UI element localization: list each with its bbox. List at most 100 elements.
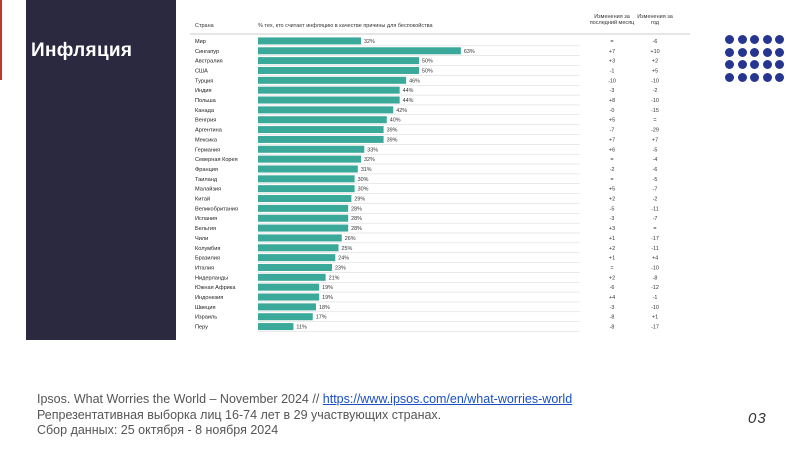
change-month-value: -7 [610, 128, 615, 134]
bar [258, 66, 419, 74]
decorative-dot [750, 72, 759, 82]
title-panel: Инфляция [0, 0, 176, 340]
source-link[interactable]: https://www.ipsos.com/en/what-worries-wo… [322, 392, 573, 406]
change-year-value: -6 [653, 39, 658, 45]
change-year-value: +1 [652, 315, 658, 321]
value-label: 17% [316, 315, 327, 321]
slide-title: Инфляция [31, 40, 133, 61]
change-year-value: +4 [652, 256, 658, 262]
change-year-value: -15 [651, 108, 659, 114]
value-label: 18% [319, 305, 330, 311]
category-label: Индонезия [195, 295, 223, 301]
change-month-value: -6 [610, 285, 615, 291]
footer-source: Ipsos. What Worries the World – November… [37, 392, 572, 408]
decorative-dot [762, 35, 772, 44]
value-label: 26% [345, 236, 356, 242]
change-month-value: +5 [609, 118, 615, 124]
bar [258, 106, 394, 114]
bar [258, 96, 400, 104]
change-month-value: = [610, 265, 613, 271]
value-label: 28% [351, 226, 362, 232]
change-year-value: -11 [651, 206, 658, 212]
change-year-value: -5 [653, 177, 658, 183]
change-month-value: +5 [609, 187, 615, 193]
value-label: 50% [422, 68, 433, 74]
bar [258, 323, 294, 331]
change-month-value: +3 [609, 59, 615, 65]
header-change-month: Изменения за последний месяц [589, 14, 635, 26]
category-label: Мексика [195, 137, 218, 143]
category-label: Таиланд [195, 177, 218, 183]
change-year-value: -2 [653, 88, 658, 94]
change-year-value: = [653, 226, 656, 232]
change-year-value: +2 [652, 59, 658, 65]
category-label: Аргентина [195, 128, 223, 134]
change-year-value: -2 [653, 197, 658, 203]
bar [258, 37, 362, 45]
value-label: 44% [403, 98, 414, 104]
category-label: Нидерланды [195, 275, 228, 281]
value-label: 23% [335, 265, 346, 271]
change-month-value: +2 [609, 246, 615, 252]
bar [258, 303, 316, 311]
decorative-dot [762, 60, 772, 69]
value-label: 33% [367, 147, 378, 153]
category-label: Сингапур [195, 49, 219, 55]
change-year-value: -11 [651, 246, 658, 252]
decorative-dot [737, 60, 747, 69]
bar [258, 263, 333, 271]
header-change-year: Изменения за год [637, 14, 673, 26]
value-label: 32% [364, 157, 375, 163]
bar [258, 224, 349, 232]
change-month-value: +3 [609, 226, 615, 232]
value-label: 30% [358, 177, 369, 183]
change-year-value: -10 [651, 265, 659, 271]
value-label: 39% [387, 128, 398, 134]
category-label: Бельгия [195, 226, 216, 232]
change-month-value: -3 [610, 88, 615, 94]
footer-sample: Репрезентативная выборка лиц 16-74 лет в… [37, 407, 442, 422]
change-month-value: -1 [610, 68, 615, 74]
change-month-value: = [610, 157, 613, 163]
bar [258, 185, 355, 193]
decorative-dot [725, 60, 734, 69]
decorative-dot [775, 72, 784, 82]
bar [258, 204, 349, 212]
decorative-dot [762, 47, 772, 57]
decorative-dot [750, 35, 759, 44]
change-year-value: -6 [653, 167, 658, 173]
decorative-dot [737, 47, 747, 57]
header-value: % тех, кто считает инфляцию в качестве п… [258, 23, 433, 29]
change-month-value: = [610, 177, 613, 183]
change-year-value: +7 [652, 137, 658, 143]
bar [258, 126, 384, 134]
change-month-value: -0 [610, 108, 615, 114]
bar [258, 234, 342, 242]
category-label: Испания [195, 216, 217, 222]
change-year-value: -10 [651, 305, 659, 311]
decorative-dot [762, 72, 772, 82]
category-label: Турция [195, 78, 213, 84]
category-label: Индия [195, 88, 212, 94]
category-label: Перу [195, 325, 208, 331]
change-month-value: -8 [610, 315, 615, 321]
change-month-value: +2 [609, 197, 615, 203]
change-year-value: -10 [651, 78, 659, 84]
category-label: Китай [195, 196, 210, 203]
value-label: 31% [361, 167, 372, 173]
change-month-value: +1 [609, 236, 615, 242]
change-month-value: = [610, 39, 613, 45]
bar [258, 145, 365, 153]
decorative-dots [725, 35, 795, 95]
value-label: 46% [409, 78, 420, 84]
bar [258, 313, 313, 321]
change-month-value: -5 [610, 206, 615, 212]
inflation-chart: Страна % тех, кто считает инфляцию в кач… [190, 8, 710, 340]
bar [258, 214, 349, 222]
value-label: 24% [338, 256, 349, 262]
bar [258, 175, 355, 183]
bar [258, 254, 336, 262]
footer-source-text: Ipsos. What Worries the World – November… [37, 392, 323, 406]
bar [258, 273, 326, 281]
